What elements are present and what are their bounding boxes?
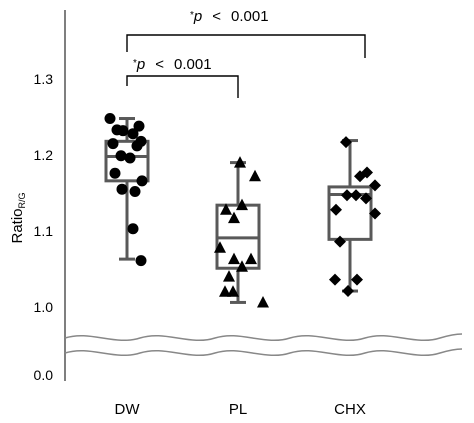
data-point-dw <box>133 120 145 132</box>
data-point-dw <box>127 223 139 235</box>
data-point-dw <box>129 185 141 197</box>
significance-bracket-dw-chx <box>126 34 366 58</box>
data-point-dw <box>136 175 148 187</box>
y-tick-label-1-0: 1.0 <box>34 299 54 315</box>
y-axis-title: RatioR/G <box>9 192 27 243</box>
data-point-pl <box>228 252 240 265</box>
data-point-chx <box>369 179 381 192</box>
y-axis-title-main: Ratio <box>9 208 26 243</box>
sig-op-dw-pl: < <box>155 56 164 73</box>
data-point-dw <box>107 138 119 150</box>
box-dw <box>104 139 150 183</box>
data-point-pl <box>257 295 269 308</box>
axis-break-lower-wave <box>64 348 463 357</box>
data-point-pl <box>249 169 261 182</box>
data-point-pl <box>236 260 248 272</box>
y-tick-label-0-0: 0.0 <box>34 367 54 383</box>
sig-op-dw-chx: < <box>212 8 221 25</box>
data-point-pl <box>223 270 235 282</box>
sig-star-dw-pl: * <box>133 58 137 69</box>
x-category-label-pl: PL <box>229 401 247 418</box>
data-point-dw <box>124 152 136 164</box>
data-point-dw <box>127 128 139 140</box>
data-point-chx <box>369 207 381 220</box>
data-point-chx <box>354 170 366 183</box>
data-point-chx <box>334 235 346 248</box>
sig-value-dw-pl: 0.001 <box>174 56 212 73</box>
y-tick-label-1-2: 1.2 <box>34 147 54 163</box>
significance-label-dw-chx: *p <0.001 <box>190 8 269 25</box>
data-point-chx <box>340 136 352 149</box>
axis-break-upper-wave <box>64 333 463 342</box>
data-point-chx <box>360 192 372 205</box>
x-category-label-dw: DW <box>115 401 141 418</box>
data-point-dw <box>115 150 127 162</box>
x-category-label-chx: CHX <box>334 401 366 418</box>
data-point-chx <box>341 189 353 202</box>
data-point-chx <box>350 189 362 202</box>
sig-star-dw-chx: * <box>190 10 194 21</box>
data-point-dw <box>117 125 129 137</box>
data-point-dw <box>135 255 147 267</box>
data-point-pl <box>219 285 231 297</box>
y-tick-label-1-1: 1.1 <box>34 223 54 239</box>
data-point-chx <box>351 273 363 286</box>
data-point-chx <box>342 285 354 298</box>
plot-marks <box>104 113 381 308</box>
data-point-pl <box>236 198 248 211</box>
significance-label-dw-pl: *p <0.001 <box>133 56 212 73</box>
data-point-dw <box>116 183 128 195</box>
data-point-pl <box>234 156 246 168</box>
data-point-dw <box>104 113 116 125</box>
data-point-pl <box>245 252 257 265</box>
data-point-chx <box>329 273 341 286</box>
sig-value-dw-chx: 0.001 <box>231 8 269 25</box>
y-axis-title-subscript: R/G <box>17 192 27 208</box>
data-point-chx <box>330 203 342 216</box>
data-point-dw <box>131 140 143 152</box>
data-point-pl <box>214 241 226 253</box>
data-point-pl <box>227 285 239 297</box>
data-point-pl <box>228 211 240 224</box>
sig-p-dw-chx: p <box>193 8 202 25</box>
y-tick-label-1-3: 1.3 <box>34 71 54 87</box>
significance-bracket-dw-pl <box>126 75 239 98</box>
sig-p-dw-pl: p <box>136 56 145 73</box>
data-point-pl <box>220 203 232 215</box>
data-point-dw <box>109 167 121 179</box>
